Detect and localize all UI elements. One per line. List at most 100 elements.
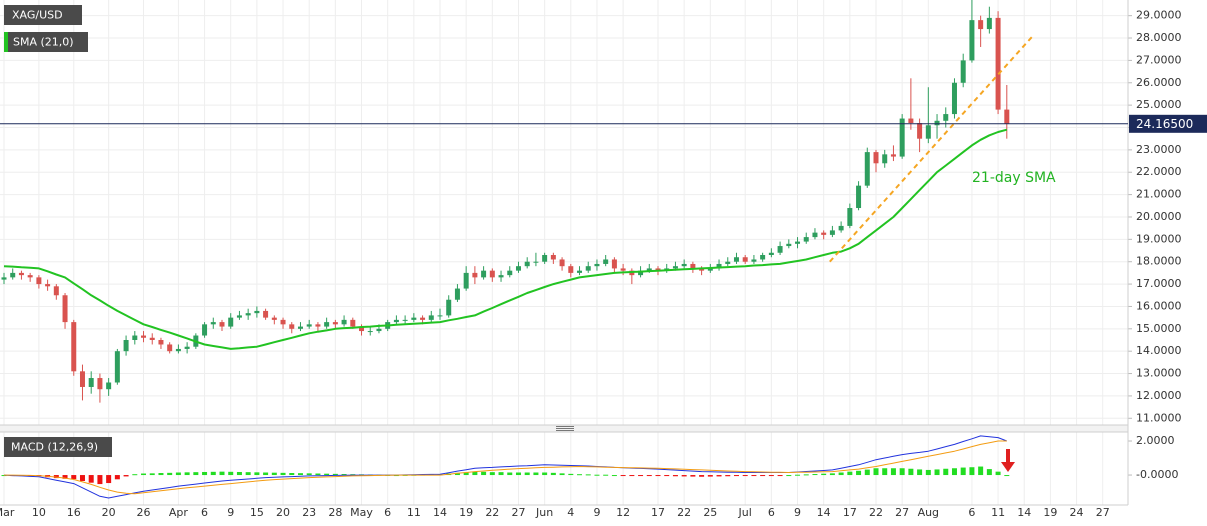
x-tick-label: 6: [201, 506, 208, 519]
histogram-bar: [821, 473, 827, 476]
histogram-bar: [280, 472, 286, 476]
candle-body: [10, 272, 16, 278]
candle-body: [812, 232, 818, 238]
candle-body: [489, 270, 495, 278]
candle-body: [106, 382, 112, 390]
candle-body: [18, 272, 24, 276]
x-tick-label: May: [350, 506, 373, 519]
histogram-bar: [533, 472, 539, 476]
histogram-bar: [943, 468, 949, 476]
histogram-bar: [777, 475, 783, 477]
histogram-bar: [141, 473, 147, 476]
histogram-bar: [908, 468, 914, 476]
symbol-legend: XAG/USD: [4, 5, 82, 25]
candle-body: [79, 371, 85, 387]
histogram-bar: [917, 469, 923, 476]
candle-body: [324, 322, 330, 327]
histogram-bar: [594, 474, 600, 476]
histogram-bar: [245, 472, 251, 476]
histogram-bar: [899, 468, 905, 476]
x-tick-label: Apr: [169, 506, 189, 519]
candle-body: [359, 326, 365, 332]
histogram-bar: [454, 472, 460, 476]
y-tick-label: 22.0000: [1136, 165, 1182, 178]
candle-body: [733, 257, 739, 262]
y-tick-label: 12.0000: [1136, 389, 1182, 402]
candle-body: [437, 315, 443, 317]
x-tick-label: 9: [593, 506, 600, 519]
histogram-bar: [969, 467, 975, 476]
x-tick-label: Aug: [918, 506, 939, 519]
candle-body: [428, 315, 434, 320]
histogram-bar: [925, 469, 931, 476]
candle-body: [280, 319, 286, 325]
y-tick-label: 20.0000: [1136, 210, 1182, 223]
histogram-bar: [733, 475, 739, 477]
histogram-bar: [324, 473, 330, 476]
legend-box: [4, 5, 82, 25]
histogram-bar: [864, 469, 870, 476]
histogram-bar: [620, 475, 626, 477]
candle-body: [838, 225, 844, 231]
x-tick-label: 27: [511, 506, 525, 519]
candle-body: [829, 230, 835, 235]
histogram-bar: [716, 475, 722, 477]
y-tick-label: 28.0000: [1136, 31, 1182, 44]
candle-body: [742, 257, 748, 262]
histogram-bar: [289, 473, 295, 476]
x-tick-label: Jun: [535, 506, 553, 519]
histogram-bar: [672, 475, 678, 477]
histogram-bar: [795, 474, 801, 476]
x-tick-label: 11: [407, 506, 421, 519]
x-tick-label: 14: [817, 506, 831, 519]
candle-body: [53, 286, 59, 296]
candle-body: [71, 322, 77, 372]
candle-body: [856, 185, 862, 209]
y-tick-label: 13.0000: [1136, 367, 1182, 380]
histogram-bar: [681, 475, 687, 477]
candle-body: [36, 277, 42, 285]
candle-body: [803, 237, 809, 242]
y-tick-label: 17.0000: [1136, 277, 1182, 290]
histogram-bar: [585, 474, 591, 476]
histogram-bar: [175, 472, 181, 476]
y-tick-label: 26.0000: [1136, 76, 1182, 89]
histogram-bar: [707, 475, 713, 477]
histogram-bar: [890, 468, 896, 476]
candle-body: [341, 319, 347, 325]
x-tick-label: 20: [102, 506, 116, 519]
candle-body: [760, 255, 766, 260]
macd-line: [4, 440, 1007, 495]
histogram-bar: [873, 468, 879, 476]
candle-body: [481, 270, 487, 278]
histogram-bar: [210, 471, 216, 476]
candle-body: [263, 310, 269, 318]
histogram-bar: [149, 473, 155, 476]
x-tick-label: 27: [895, 506, 909, 519]
candle-body: [899, 118, 905, 157]
x-tick-label: 9: [227, 506, 234, 519]
histogram-bar: [228, 471, 234, 476]
x-tick-label: 22: [869, 506, 883, 519]
histogram-bar: [306, 473, 312, 476]
candle-body: [986, 17, 992, 30]
histogram-bar: [559, 473, 565, 476]
axes: 11.0000 12.0000 13.0000 14.0000 15.0000 16.00…: [0, 9, 1182, 519]
candle-body: [611, 259, 617, 269]
x-tick-label: 17: [843, 506, 857, 519]
down-arrow: [1001, 449, 1015, 472]
candle-body: [786, 243, 792, 247]
histogram-bar: [254, 472, 260, 476]
x-tick-label: 22: [677, 506, 691, 519]
y-tick-label: 29.0000: [1136, 9, 1182, 22]
candle-body: [420, 317, 426, 320]
histogram-bar: [341, 474, 347, 476]
y-tick-label: 15.0000: [1136, 322, 1182, 335]
histogram-bar: [611, 475, 617, 477]
x-tick-label: 22: [485, 506, 499, 519]
x-tick-label: 16: [67, 506, 81, 519]
x-tick-label: 23: [302, 506, 316, 519]
legend-swatch: [4, 32, 8, 52]
candle-body: [542, 255, 548, 262]
